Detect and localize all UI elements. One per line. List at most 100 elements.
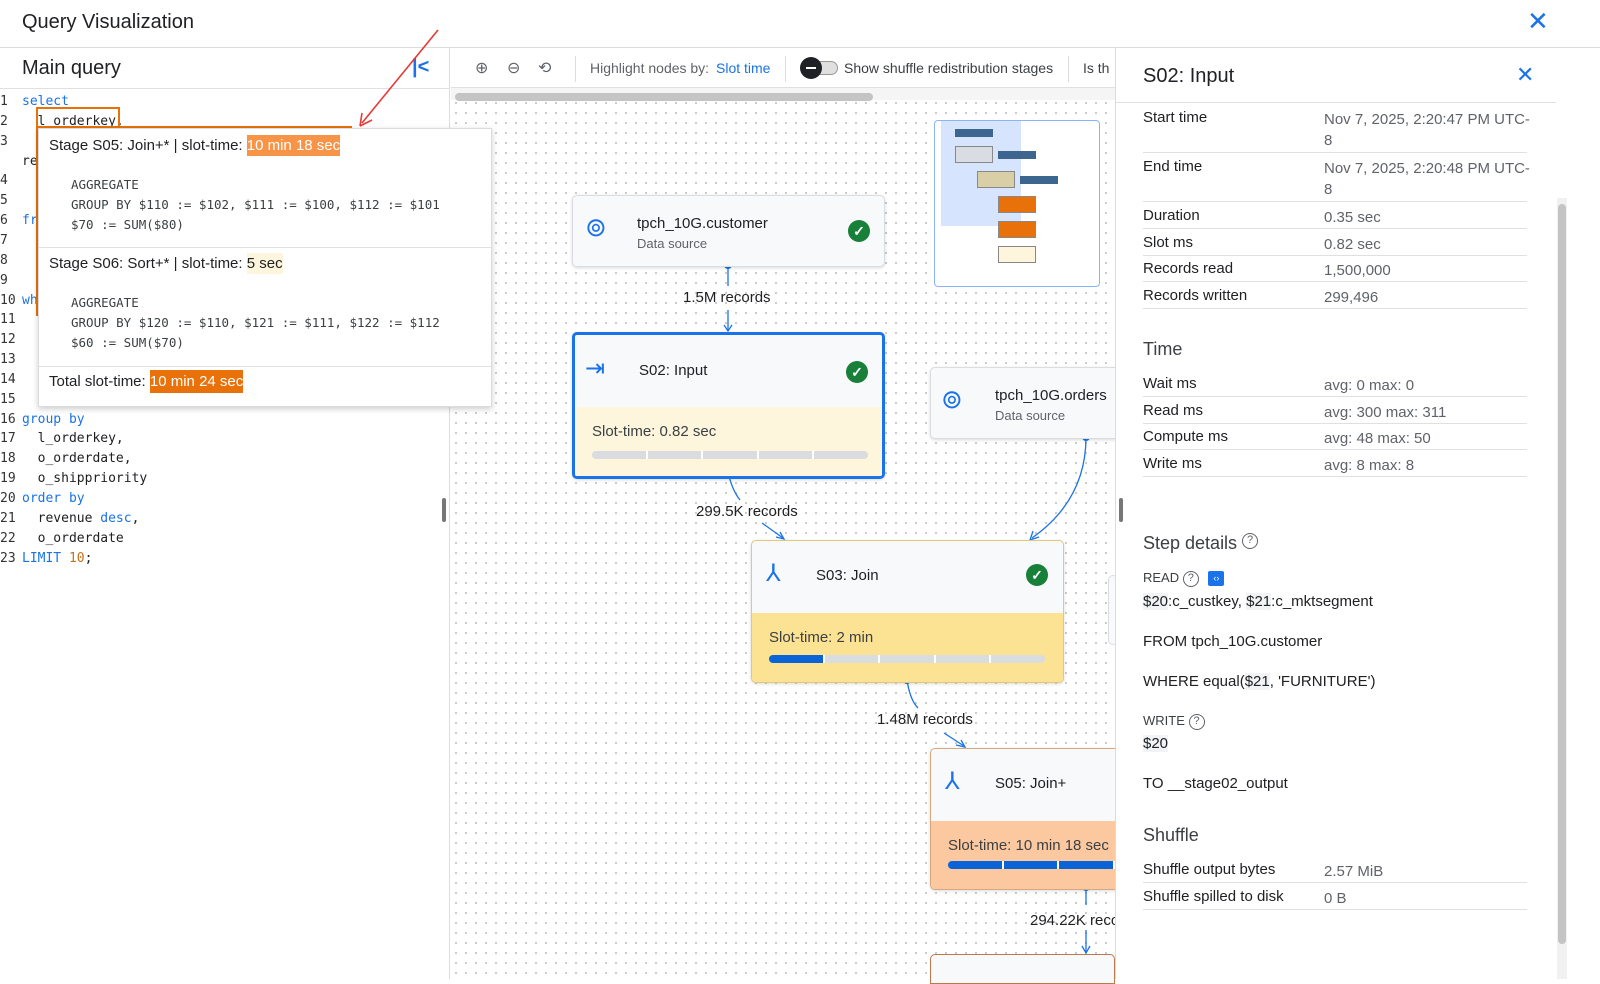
node-s03[interactable]: ⅄ S03: Join ✓ Slot-time: 2 min (751, 540, 1064, 683)
input-icon: ⇥ (585, 355, 606, 382)
check-icon: ✓ (848, 220, 870, 242)
line-number: 19 (0, 471, 16, 487)
detail-key: Records read (1143, 260, 1234, 277)
zoom-out-icon[interactable]: ⊖ (507, 60, 521, 77)
detail-row: Shuffle spilled to disk 0 B (1143, 883, 1527, 910)
code-line: fr (22, 213, 38, 229)
node-customer[interactable]: ⊚ tpch_10G.customer Data source ✓ (572, 195, 885, 267)
code-line: select (22, 94, 69, 109)
detail-value: 1,500,000 (1324, 262, 1391, 279)
toolbar-truncated-text: Is th (1083, 60, 1110, 76)
node-s05[interactable]: ⅄ S05: Join+ Slot-time: 10 min 18 sec (930, 748, 1130, 890)
code-icon[interactable]: ‹› (1208, 571, 1225, 587)
check-icon: ✓ (846, 361, 868, 383)
line-number: 20 (0, 491, 16, 506)
detail-row: Wait ms avg: 0 max: 0 (1143, 370, 1527, 397)
to-clause: TO __stage02_output (1143, 775, 1288, 792)
highlight-select[interactable]: Slot time (716, 60, 771, 76)
line-number: 9 (0, 272, 8, 288)
detail-row: Records read 1,500,000 (1143, 255, 1527, 282)
node-subtitle: Data source (995, 408, 1066, 423)
detail-key: Shuffle output bytes (1143, 861, 1276, 878)
detail-key: Write ms (1143, 455, 1202, 472)
detail-value: avg: 48 max: 50 (1324, 430, 1431, 447)
graph-toolbar: ⊕ ⊖ ⟲ Highlight nodes by: Slot time Show… (451, 48, 1115, 88)
node-orders[interactable]: ⊚ tpch_10G.orders Data source (930, 367, 1130, 439)
code-line: LIMIT 10; (22, 550, 93, 566)
help-icon[interactable]: ? (1242, 533, 1259, 549)
close-icon[interactable]: ✕ (1527, 6, 1549, 36)
line-number: 14 (0, 371, 16, 387)
code-editor[interactable]: 1 select 2 l_orderkey, 3 re 4 5 6 fr 7 8 9 10 wh 11 12 1… (0, 90, 440, 630)
node-s06[interactable] (930, 954, 1115, 984)
line-number: 8 (0, 252, 8, 268)
time-heading: Time (1143, 339, 1183, 359)
detail-value: 2.57 MiB (1324, 863, 1384, 880)
data-source-icon: ⊚ (585, 212, 607, 242)
code-line: group by (22, 411, 85, 427)
line-number: 13 (0, 352, 16, 368)
help-icon[interactable]: ? (1182, 570, 1199, 587)
node-title: tpch_10G.orders (995, 387, 1107, 404)
write-label: WRITE (1143, 713, 1185, 728)
detail-key: Compute ms (1143, 428, 1229, 445)
vertical-scrollbar[interactable] (1557, 198, 1567, 979)
horizontal-scrollbar[interactable] (455, 93, 873, 101)
line-number: 18 (0, 451, 16, 467)
data-source-icon: ⊚ (941, 384, 963, 414)
line-number: 22 (0, 530, 16, 546)
detail-value: 0.35 sec (1324, 209, 1381, 226)
detail-key: Read ms (1143, 402, 1204, 419)
detail-value: 299,496 (1324, 289, 1379, 306)
detail-row: Write ms avg: 8 max: 8 (1143, 450, 1527, 477)
detail-value: 0.82 sec (1324, 236, 1381, 253)
minimap[interactable] (934, 120, 1100, 287)
detail-value: 0 B (1324, 890, 1347, 907)
s06-code: AGGREGATE GROUP BY $120 := $110, $121 :=… (71, 295, 440, 350)
zoom-reset-icon[interactable]: ⟲ (538, 60, 552, 77)
detail-row: Start time Nov 7, 2025, 2:20:47 PM UTC-8 (1143, 104, 1530, 153)
details-panel: S02: Input ✕ Start time Nov 7, 2025, 2:20… (1115, 48, 1600, 979)
code-line: o_orderdate (22, 530, 124, 546)
shuffle-heading: Shuffle (1143, 825, 1199, 845)
edge-label: 299.5K records (696, 503, 798, 520)
total-label: Total slot-time: (49, 373, 150, 390)
resize-handle[interactable] (1119, 498, 1123, 522)
s06-title: Stage S06: Sort+* | slot-time: (49, 255, 247, 272)
close-details-icon[interactable]: ✕ (1516, 62, 1535, 87)
annotation-arrow (359, 29, 439, 127)
line-number: 7 (0, 232, 8, 248)
code-line: order by (22, 491, 85, 506)
slot-time: Slot-time: 2 min (769, 629, 874, 646)
detail-row: Shuffle output bytes 2.57 MiB (1143, 856, 1527, 883)
resize-handle[interactable] (442, 498, 446, 522)
node-title: S05: Join+ (995, 775, 1067, 792)
shuffle-toggle[interactable] (800, 57, 840, 79)
stage-tooltip: Stage S05: Join+* | slot-time: 10 min 18… (38, 128, 492, 407)
collapse-panel-icon[interactable]: |< (412, 56, 430, 78)
write-label-row: WRITE ? (1143, 713, 1205, 730)
detail-key: End time (1143, 158, 1203, 175)
detail-key: Wait ms (1143, 375, 1197, 392)
join-icon: ⅄ (766, 560, 781, 587)
line-number: 12 (0, 332, 16, 348)
step-details-heading: Step details ? (1143, 533, 1259, 554)
detail-value: avg: 300 max: 311 (1324, 404, 1447, 421)
line-number: 1 (0, 94, 8, 109)
help-icon[interactable]: ? (1188, 713, 1205, 730)
node-s02[interactable]: ⇥ S02: Input ✓ Slot-time: 0.82 sec (572, 332, 885, 479)
highlight-label: Highlight nodes by: (590, 60, 710, 76)
detail-key: Duration (1143, 207, 1200, 224)
code-line: wh (22, 292, 38, 308)
node-title: S02: Input (639, 362, 708, 379)
read-label: READ (1143, 570, 1180, 585)
zoom-in-icon[interactable]: ⊕ (475, 60, 489, 77)
line-number: 6 (0, 213, 8, 229)
code-line: re (22, 153, 38, 169)
code-line: revenue desc, (22, 510, 140, 526)
step-title: Step details (1143, 533, 1238, 553)
check-icon: ✓ (1026, 564, 1048, 586)
detail-value: avg: 8 max: 8 (1324, 457, 1415, 474)
line-number: 11 (0, 312, 16, 328)
detail-row: Duration 0.35 sec (1143, 202, 1527, 229)
